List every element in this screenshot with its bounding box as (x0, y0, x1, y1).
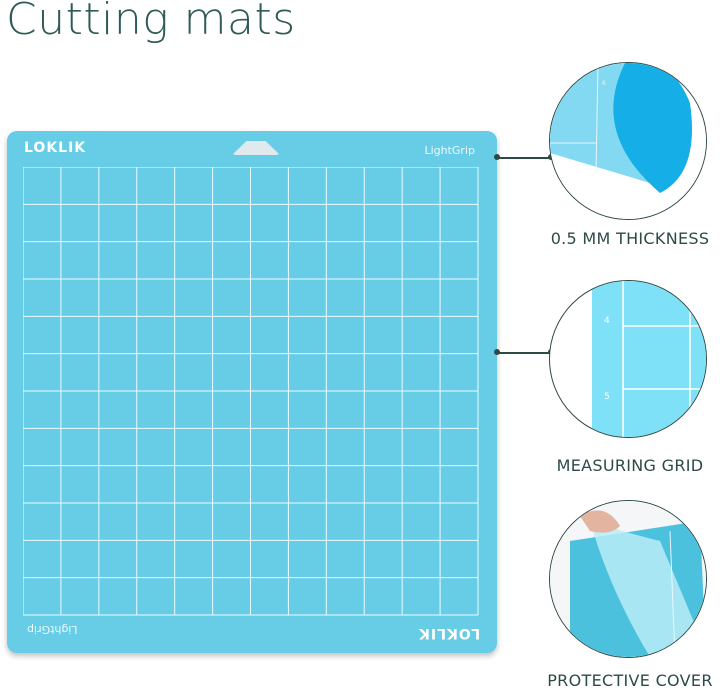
hanging-notch (232, 141, 280, 155)
page-title: Cutting mats (6, 0, 296, 45)
grip-label: LightGrip (424, 144, 475, 157)
brand-logo: LOKLIK (24, 140, 87, 156)
cutting-mat: LOKLIK LightGrip LOKLIK LightGrip 123456… (7, 131, 497, 653)
svg-text:6: 6 (602, 80, 606, 87)
brand-logo-inverted: LOKLIK (417, 625, 480, 641)
svg-text:5: 5 (604, 392, 610, 402)
cover-inset (549, 500, 707, 658)
connector-dot (494, 349, 500, 355)
feature-label-cover: PROTECTIVE COVER (547, 671, 713, 690)
thickness-inset: 6 (549, 62, 707, 220)
feature-label-grid: MEASURING GRID (556, 456, 704, 475)
connector-dot (494, 154, 500, 160)
feature-label-thickness: 0.5 MM THICKNESS (550, 229, 710, 248)
connector-line (497, 352, 552, 354)
svg-text:4: 4 (604, 316, 610, 326)
measuring-grid: 123456789101112123456789101112 (23, 167, 479, 616)
grid-inset: 4 5 (549, 280, 707, 438)
connector-line (497, 157, 552, 159)
